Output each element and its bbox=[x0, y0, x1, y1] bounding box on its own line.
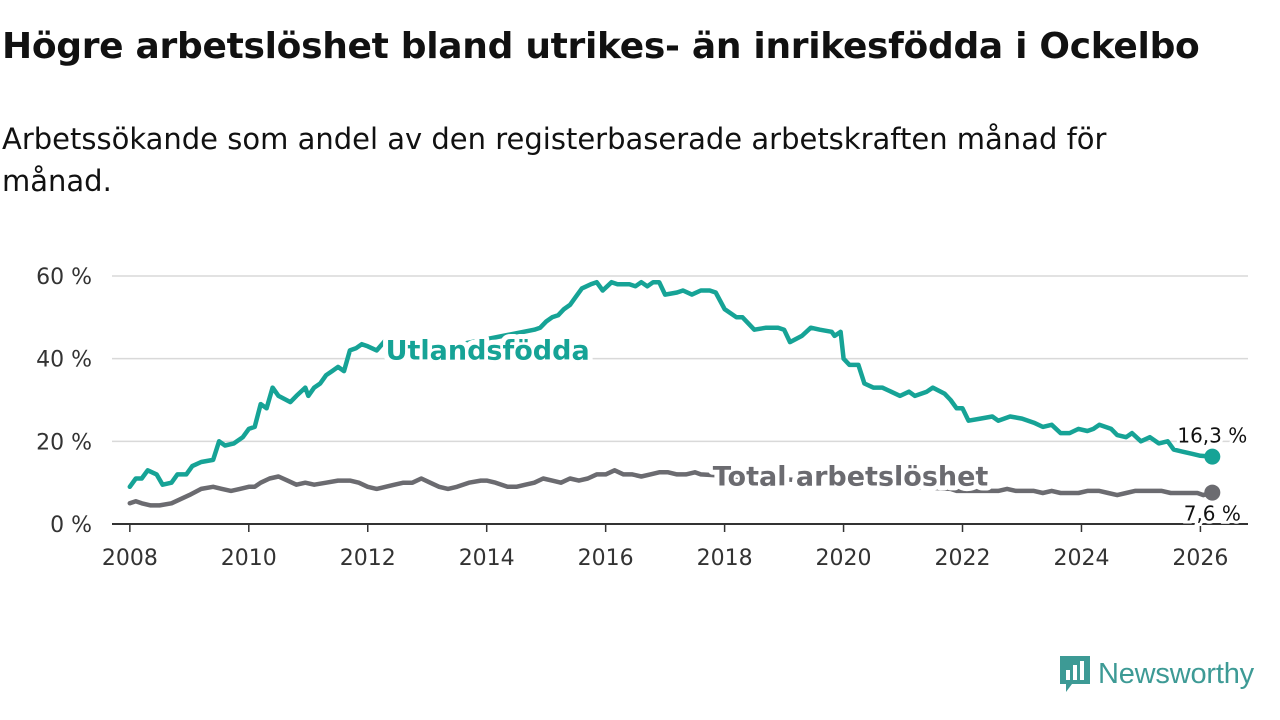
x-tick-label: 2014 bbox=[459, 546, 515, 571]
y-tick-label: 20 % bbox=[36, 430, 92, 455]
x-tick-label: 2012 bbox=[340, 546, 396, 571]
chart-title: Högre arbetslöshet bland utrikes- än inr… bbox=[2, 26, 1200, 67]
series-line-total bbox=[127, 468, 1215, 508]
y-tick-label: 60 % bbox=[36, 265, 92, 290]
end-value-total: 7,6 % bbox=[1184, 502, 1241, 526]
end-value-utlandsfodda: 16,3 % bbox=[1177, 424, 1247, 448]
x-tick-label: 2010 bbox=[221, 546, 277, 571]
end-marker-total bbox=[1204, 484, 1221, 501]
end-marker-utlandsfodda bbox=[1204, 448, 1221, 465]
brand-logo: Newsworthy bbox=[1058, 654, 1254, 694]
x-tick-label: 2026 bbox=[1172, 546, 1228, 571]
x-tick-label: 2020 bbox=[816, 546, 872, 571]
x-tick-label: 2016 bbox=[578, 546, 634, 571]
x-tick-label: 2022 bbox=[935, 546, 991, 571]
x-tick-label: 2008 bbox=[102, 546, 158, 571]
chart-subtitle: Arbetssökande som andel av den registerb… bbox=[2, 122, 1107, 198]
series-line-utlandsfodda bbox=[127, 279, 1215, 490]
y-tick-label: 0 % bbox=[50, 513, 92, 538]
series-label-utlandsfodda: Utlandsfödda bbox=[386, 335, 590, 366]
x-tick-label: 2024 bbox=[1053, 546, 1109, 571]
y-tick-label: 40 % bbox=[36, 348, 92, 373]
x-tick-label: 2018 bbox=[697, 546, 753, 571]
brand-name: Newsworthy bbox=[1098, 657, 1254, 690]
newsworthy-logo-icon bbox=[1060, 656, 1090, 692]
series-label-total: Total arbetslöshet bbox=[713, 461, 989, 492]
